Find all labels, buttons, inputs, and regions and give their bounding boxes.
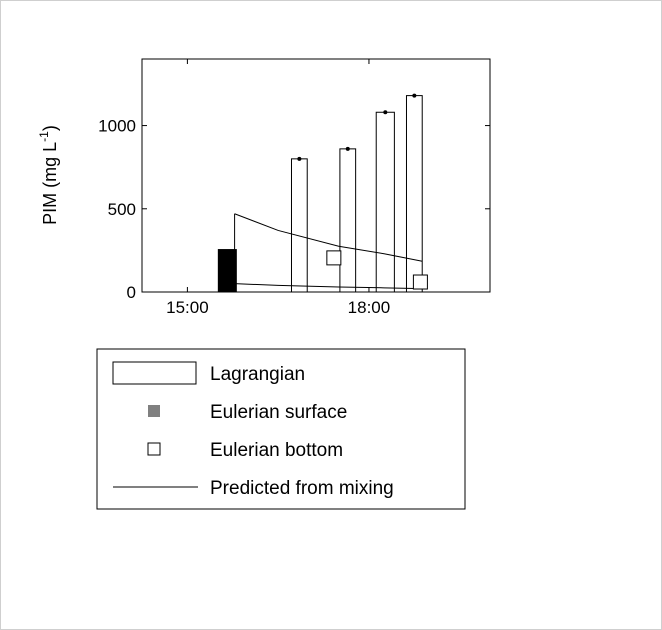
legend-label: Eulerian bottom [210, 440, 343, 461]
y-axis-label: PIM (mg L-1) [37, 125, 60, 225]
legend-swatch-eulerian-surface [148, 405, 160, 417]
eulerian-surface-marker [217, 249, 237, 293]
lagrangian-bar [290, 158, 308, 293]
legend: Lagrangian Eulerian surface Eulerian botto… [96, 348, 466, 510]
y-tick-label: 1000 [98, 117, 136, 136]
legend-swatch-lagrangian [112, 361, 197, 385]
eulerian-bottom-marker [412, 274, 428, 290]
plot-area-frame [141, 58, 491, 293]
eulerian-bottom-marker [326, 250, 342, 266]
legend-label: Eulerian surface [210, 402, 347, 423]
y-tick-label: 500 [108, 200, 136, 219]
lagrangian-bar-top-dot [412, 93, 417, 98]
lagrangian-bar [405, 95, 423, 293]
lagrangian-bar-top-dot [383, 110, 388, 115]
predicted-mixing-line [234, 213, 423, 262]
lagrangian-bar-top-dot [345, 146, 350, 151]
legend-swatch-eulerian-bottom [147, 442, 161, 456]
x-tick-label: 18:00 [348, 298, 391, 317]
predicted-mixing-line [234, 283, 423, 290]
x-tick-label: 15:00 [166, 298, 209, 317]
y-tick-label: 0 [127, 283, 136, 302]
legend-label: Lagrangian [210, 364, 305, 385]
legend-label: Predicted from mixing [210, 478, 394, 499]
lagrangian-bar [375, 111, 395, 293]
lagrangian-bar-top-dot [297, 156, 302, 161]
plot-layer: 0 500 1000 15:00 18:00 PIM (mg L-1) [37, 58, 491, 317]
legend-box [96, 348, 466, 510]
lagrangian-bar [339, 148, 357, 293]
